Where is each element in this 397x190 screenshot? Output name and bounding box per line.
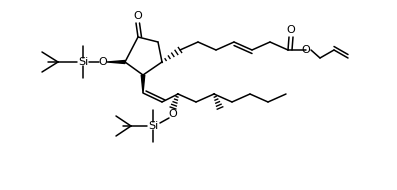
Text: O: O — [169, 109, 177, 119]
Text: Si: Si — [78, 57, 88, 67]
Text: O: O — [98, 57, 107, 67]
Text: Si: Si — [148, 121, 158, 131]
Polygon shape — [107, 60, 125, 63]
Text: O: O — [302, 45, 310, 55]
Text: O: O — [286, 25, 295, 35]
Polygon shape — [141, 75, 145, 93]
Text: O: O — [133, 11, 142, 21]
